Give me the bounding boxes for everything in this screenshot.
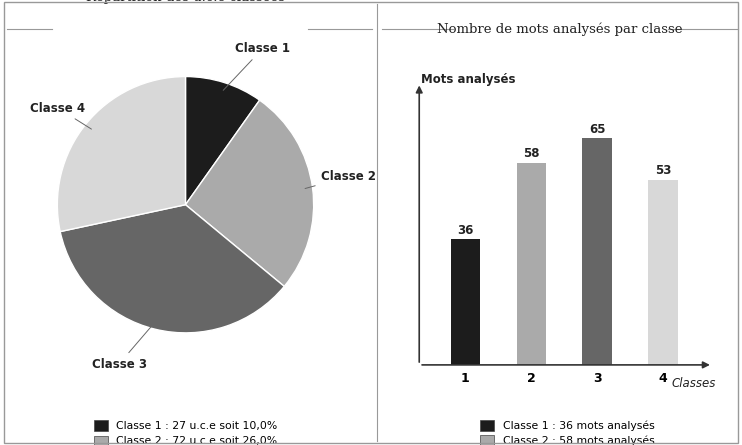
Text: Répartition des u.c.e classées: Répartition des u.c.e classées [86,0,285,4]
Wedge shape [60,205,284,333]
Text: 65: 65 [589,122,605,136]
Text: Mots analysés: Mots analysés [421,73,515,86]
Bar [450,239,480,365]
Wedge shape [57,77,186,231]
Text: 58: 58 [523,147,539,160]
Wedge shape [186,77,260,205]
Text: Classes: Classes [672,377,716,390]
Text: Classe 3: Classe 3 [91,321,156,371]
Legend: Classe 1 : 36 mots analysés, Classe 2 : 58 mots analysés, Classe 3 : 65 mots ana: Classe 1 : 36 mots analysés, Classe 2 : … [476,416,659,445]
Text: Classe 4: Classe 4 [30,101,91,129]
Bar [516,163,546,365]
Text: Classe 2: Classe 2 [305,170,375,189]
Bar [582,138,612,365]
Text: 53: 53 [655,164,672,178]
Wedge shape [186,100,314,287]
Text: Classe 1: Classe 1 [223,42,290,90]
Bar [649,180,678,365]
Legend: Classe 1 : 27 u.c.e soit 10,0%, Classe 2 : 72 u.c.e soit 26,0%, Classe 3 : 98 u.: Classe 1 : 27 u.c.e soit 10,0%, Classe 2… [89,416,282,445]
Text: Nombre de mots analysés par classe: Nombre de mots analysés par classe [438,22,683,36]
Text: 36: 36 [457,224,473,237]
